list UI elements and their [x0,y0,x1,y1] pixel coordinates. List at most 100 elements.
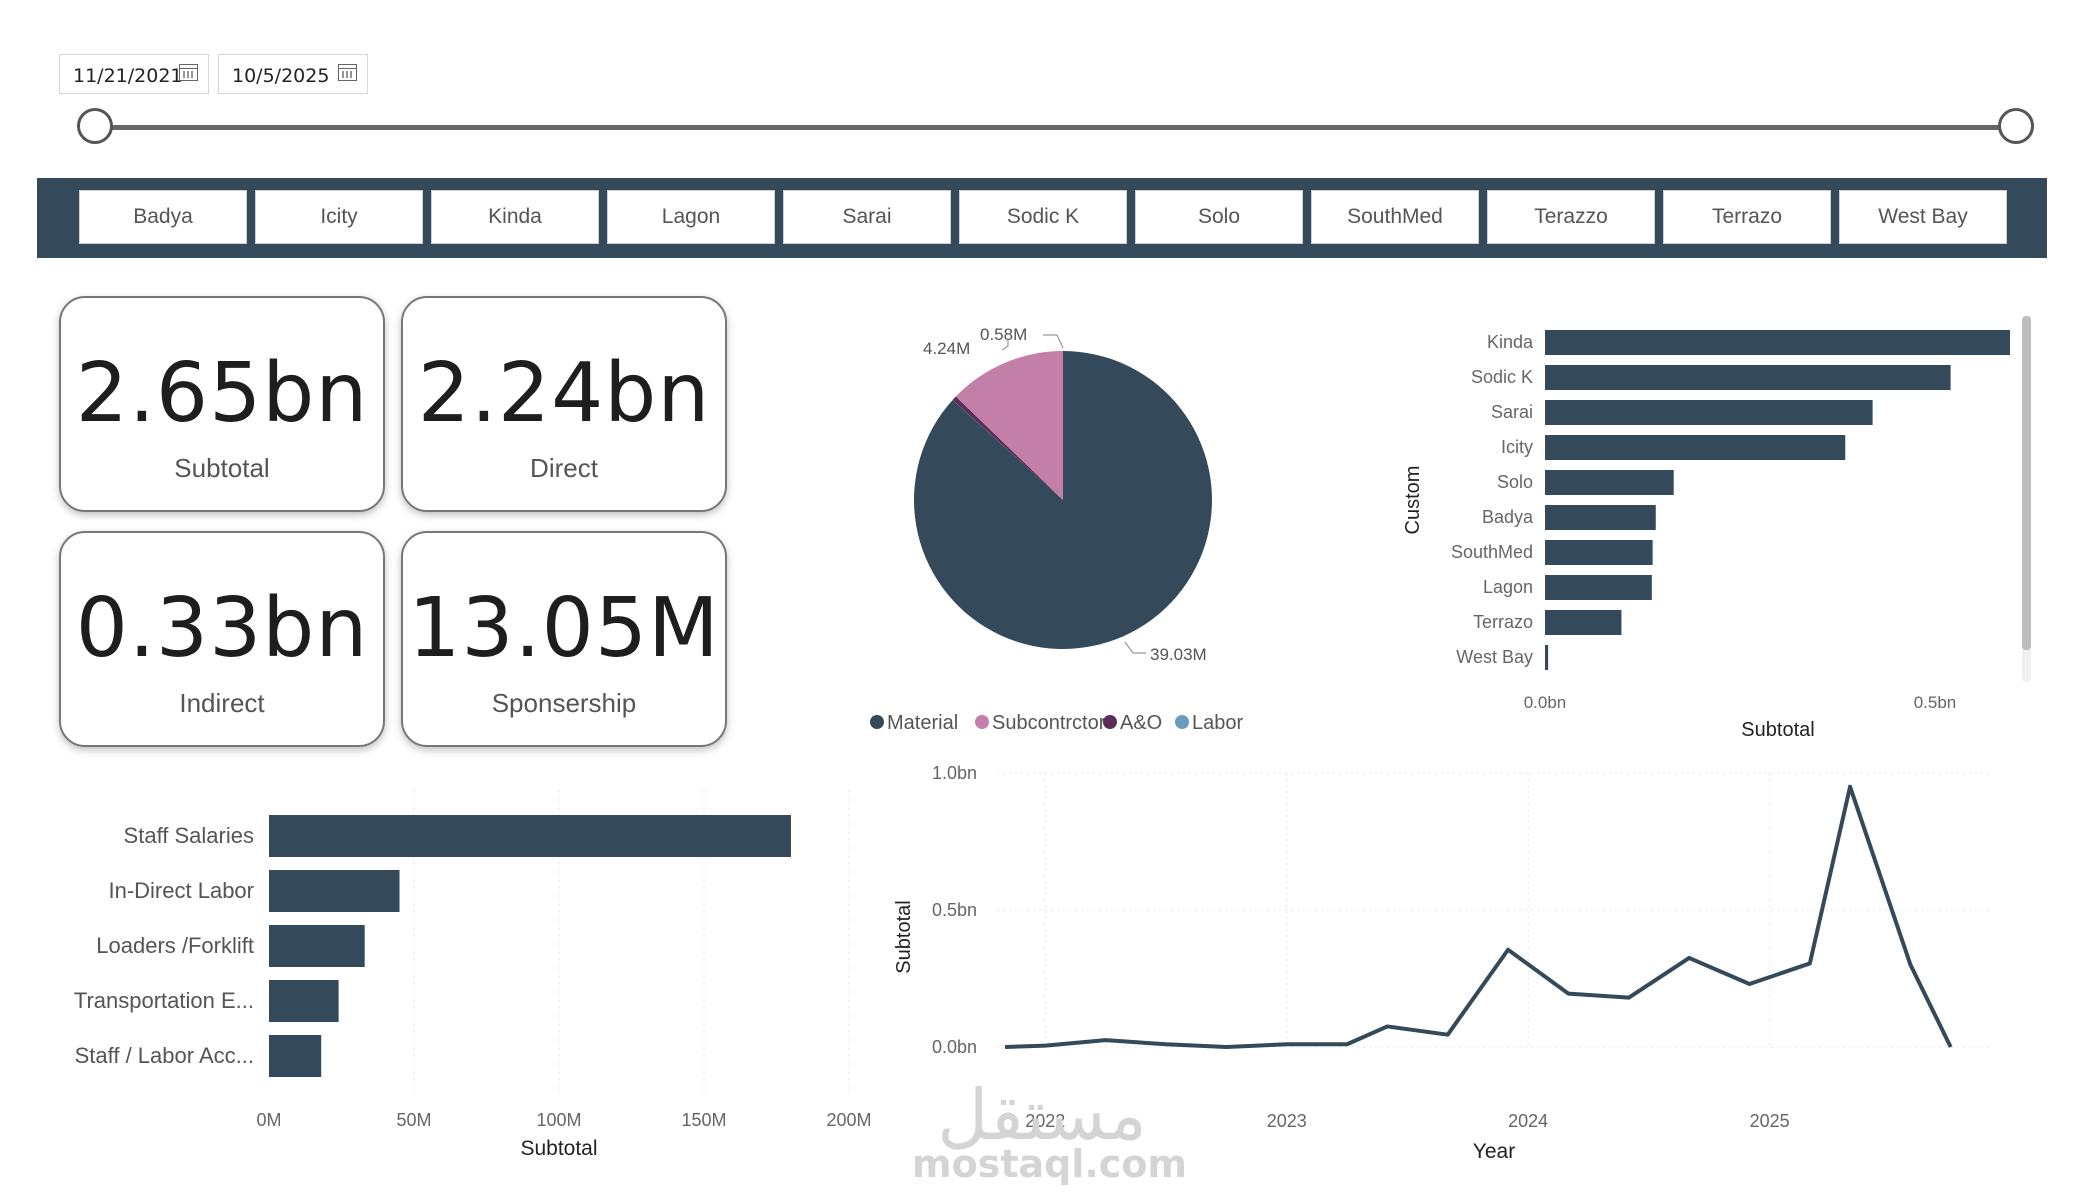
bar-kinda [1545,330,2010,355]
x-tick-label: 2025 [1750,1111,1790,1131]
bar-southmed [1545,540,1653,565]
bar-category-label: Staff / Labor Acc... [75,1043,254,1068]
bar-category-label: In-Direct Labor [108,878,254,903]
tab-solo[interactable]: Solo [1135,190,1303,244]
pie-data-label: 4.24M [923,339,970,358]
legend-entry: Labor [1192,712,1243,734]
kpi-value: 2.65bn [75,346,369,441]
y-axis-title: Subtotal [893,900,915,973]
bar-category-label: SouthMed [1451,542,1533,562]
bar-category-label: West Bay [1456,647,1533,667]
pie-slice-subcontrctor [955,351,1063,500]
x-tick-label: 0M [256,1110,281,1130]
x-tick-label: 2022 [1025,1111,1065,1131]
x-tick-label: 2024 [1508,1111,1548,1131]
tab-badya[interactable]: Badya [79,190,247,244]
x-tick-label: 0.0bn [1524,693,1567,712]
bar-indirect-category [269,980,339,1022]
custom-bar-chart: Kinda Sodic K Sarai Icity Solo Badya SouthMed L… [1402,330,2010,741]
tab-icity[interactable]: Icity [255,190,423,244]
x-axis-title: Subtotal [520,1137,597,1160]
legend-marker [1103,715,1117,729]
kpi-card-subtotal: 2.65bn Subtotal [59,296,385,512]
tab-terazzo[interactable]: Terazzo [1487,190,1655,244]
bar-terrazo [1545,610,1622,635]
legend-entry: Subcontrctor [992,712,1106,734]
calendar-icon[interactable] [338,64,357,81]
pie-chart: 39.03M 4.24M 0.58M Material Subcontrctor A&O L… [870,325,1243,734]
bar-category-label: Sodic K [1471,367,1533,387]
end-date-field[interactable]: 10/5/2025 [218,54,368,94]
bar-category-label: Staff Salaries [124,823,254,848]
x-axis-title: Year [1473,1140,1515,1163]
tab-southmed[interactable]: SouthMed [1311,190,1479,244]
bar-category-label: Icity [1501,437,1533,457]
tab-terrazo[interactable]: Terrazo [1663,190,1831,244]
x-tick-label: 50M [396,1110,431,1130]
x-axis-title: Subtotal [1741,719,1814,741]
kpi-label: Indirect [179,688,265,718]
indirect-bar-chart: 0M 50M 100M 150M 200M Staff Salaries In-Direct… [74,790,872,1160]
bar-solo [1545,470,1674,495]
kpi-label: Subtotal [174,453,270,483]
pie-data-label: 39.03M [1150,645,1207,664]
kpi-value: 2.24bn [417,346,711,441]
bar-category-label: Loaders /Forklift [96,933,254,958]
date-range-track[interactable] [95,125,2015,130]
tab-west-bay[interactable]: West Bay [1839,190,2007,244]
range-end-handle[interactable] [1998,108,2034,144]
watermark-latin: mostaql.com [912,1142,1188,1186]
bar-indirect-category [269,870,400,912]
y-tick-label: 1.0bn [932,763,977,783]
tab-sodic-k[interactable]: Sodic K [959,190,1127,244]
kpi-value: 13.05M [408,581,720,676]
legend-entry: Material [887,712,958,734]
y-axis-title: Custom [1402,466,1424,535]
x-tick-label: 200M [826,1110,871,1130]
pie-slice-ao [952,396,1063,500]
line-chart: 0.0bn 0.5bn 1.0bn 2022 2023 2024 2025 Year Subto… [893,763,1990,1163]
y-tick-label: 0.0bn [932,1037,977,1057]
pie-leader-line [1124,641,1146,654]
legend-marker [1175,715,1189,729]
bar-indirect-category [269,815,791,857]
x-tick-label: 150M [681,1110,726,1130]
watermark-arabic: مستقل [937,1074,1147,1156]
bar-category-label: Badya [1482,507,1534,527]
pie-leader-line [1001,340,1009,351]
calendar-icon[interactable] [179,64,198,81]
range-start-handle[interactable] [77,108,113,144]
end-date-value: 10/5/2025 [232,65,330,87]
bar-category-label: Sarai [1491,402,1533,422]
chart-scrollbar[interactable] [2022,316,2031,682]
start-date-field[interactable]: 11/21/2021 [59,54,209,94]
tab-kinda[interactable]: Kinda [431,190,599,244]
bar-icity [1545,435,1846,460]
bar-west-bay [1545,645,1549,670]
series-line [1004,784,1953,1049]
bar-indirect-category [269,1035,322,1077]
bar-sodic-k [1545,365,1951,390]
tab-lagon[interactable]: Lagon [607,190,775,244]
scrollbar-thumb[interactable] [2022,316,2031,650]
kpi-label: Sponsership [491,688,637,718]
legend-entry: A&O [1120,712,1162,734]
bar-category-label: Kinda [1487,332,1534,352]
kpi-value: 0.33bn [75,581,369,676]
legend-marker [870,715,884,729]
legend-marker [975,715,989,729]
bar-category-label: Transportation E... [74,988,254,1013]
x-tick-label: 0.5bn [1914,693,1957,712]
tab-sarai[interactable]: Sarai [783,190,951,244]
kpi-card-indirect: 0.33bn Indirect [59,531,385,747]
watermark-logo: مستقل mostaql.com [912,1074,1188,1186]
kpi-card-sponsership: 13.05M Sponsership [401,531,727,747]
pie-data-label: 0.58M [980,325,1027,344]
kpi-card-direct: 2.24bn Direct [401,296,727,512]
kpi-label: Direct [530,453,598,483]
bar-badya [1545,505,1656,530]
bar-lagon [1545,575,1652,600]
bar-category-label: Terrazo [1473,612,1533,632]
project-slicer: Badya Icity Kinda Lagon Sarai Sodic K So… [37,178,2047,258]
x-tick-label: 2023 [1267,1111,1307,1131]
